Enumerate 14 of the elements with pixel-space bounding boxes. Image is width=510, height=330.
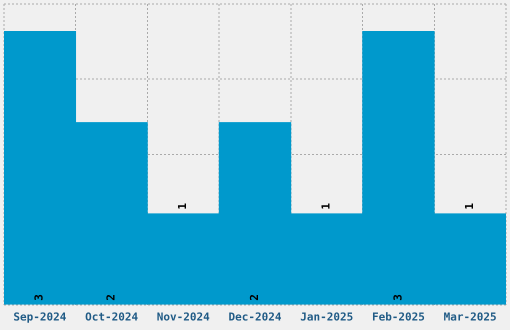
data-label: 1 [320,202,333,210]
x-tick-label: Oct-2024 [85,310,138,324]
data-label: 1 [463,202,476,210]
data-label: 1 [176,202,190,210]
data-label: 3 [32,294,46,301]
x-tick-label: Feb-2025 [372,310,425,324]
x-tick-label: Mar-2025 [444,310,497,324]
x-tick-label: Sep-2024 [13,310,67,324]
x-tick-label: Nov-2024 [156,310,210,324]
data-label: 3 [391,294,404,301]
x-tick-label: Jan-2025 [300,310,354,324]
data-label: 2 [248,294,261,301]
data-label: 2 [104,294,118,301]
x-tick-label: Dec-2024 [228,310,282,324]
